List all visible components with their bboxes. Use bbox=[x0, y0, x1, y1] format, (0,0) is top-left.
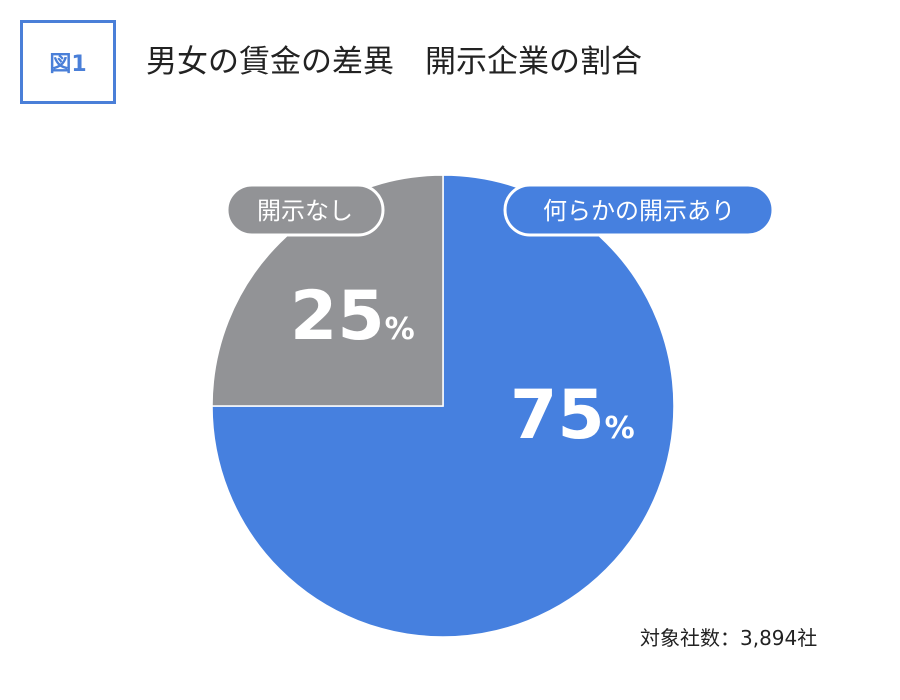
value-label-not-disclosed: 25% bbox=[290, 277, 415, 356]
unit-not-disclosed: % bbox=[385, 312, 415, 347]
value-label-disclosed: 75% bbox=[510, 376, 635, 455]
callout-not-disclosed: 開示なし bbox=[225, 183, 385, 237]
sample-size-note: 対象社数：3,894社 bbox=[640, 626, 818, 650]
value-disclosed: 75 bbox=[510, 376, 605, 455]
figure-number-badge: 図1 bbox=[20, 20, 116, 104]
slice-label-not-disclosed: 開示なし bbox=[257, 197, 353, 225]
slice-label-disclosed: 何らかの開示あり bbox=[543, 197, 735, 225]
chart-title: 男女の賃金の差異 開示企業の割合 bbox=[146, 44, 642, 80]
unit-disclosed: % bbox=[605, 411, 635, 446]
callout-disclosed: 何らかの開示あり bbox=[503, 183, 775, 237]
figure-number: 図1 bbox=[49, 52, 87, 77]
value-not-disclosed: 25 bbox=[290, 277, 385, 356]
slice-not-disclosed bbox=[211, 174, 444, 407]
